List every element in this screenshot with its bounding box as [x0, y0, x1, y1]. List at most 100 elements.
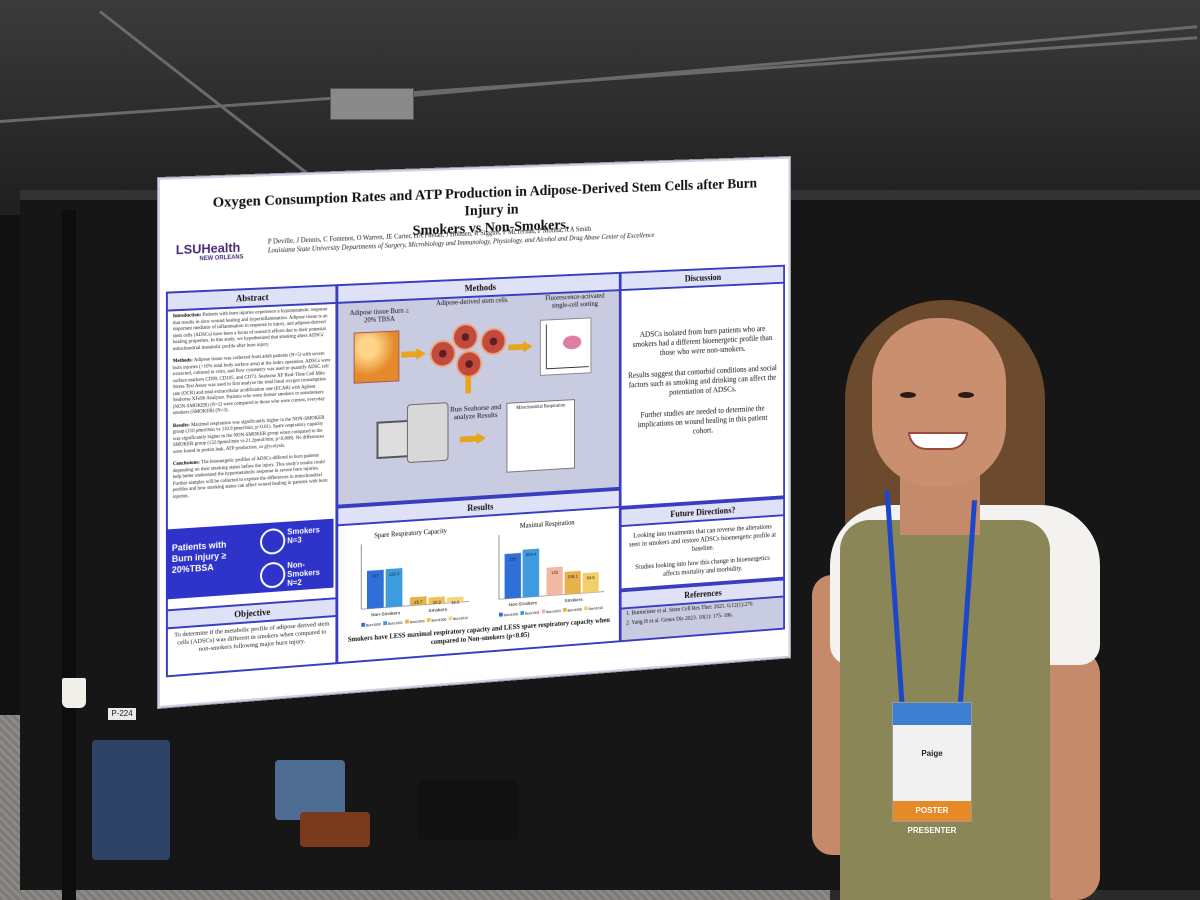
background-person	[418, 780, 518, 840]
presenter-eye	[900, 392, 916, 398]
lsu-health-logo: LSUHealth	[175, 239, 241, 258]
conclusion-label: Conclusions:	[172, 460, 200, 468]
discussion-p3: Further studies are needed to determine …	[637, 403, 768, 436]
spare-capacity-chart: Spare Respiratory Capacity 117 118.3 25.7 20…	[344, 527, 477, 628]
partition-post	[62, 210, 76, 900]
discussion-section: Discussion ADSCs isolated from burn pati…	[619, 264, 785, 508]
stem-cell	[480, 327, 507, 356]
bar-value-label: 117	[372, 573, 379, 578]
bar	[385, 568, 403, 608]
presenter-smile	[908, 432, 968, 450]
bar-value-label: 25.7	[414, 599, 423, 605]
smokers-count: N=3	[287, 535, 302, 546]
methods-label: Methods:	[172, 358, 193, 365]
chart-title: Maximal Respiration	[520, 519, 575, 530]
stem-cell	[455, 349, 483, 379]
results-text: Maximal respiration was significantly hi…	[172, 415, 325, 455]
legend-label: Burn1006	[432, 618, 447, 623]
bar-value-label: 94.5	[587, 575, 595, 580]
legend-swatch	[426, 617, 431, 623]
legend-swatch	[383, 621, 388, 626]
flow-arrow	[459, 435, 477, 443]
discussion-p1: ADSCs isolated from burn patients who ar…	[632, 324, 773, 358]
bar-value-label: 224.4	[526, 552, 537, 558]
legend-swatch	[448, 616, 453, 621]
mito-respiration-chart: Mitochondrial Respiration	[506, 399, 575, 473]
bar-value-label: 20.9	[433, 600, 442, 606]
adipose-tissue-image	[353, 330, 400, 384]
facs-scatter	[541, 318, 591, 374]
flow-arrow	[465, 375, 471, 394]
legend-label: Burn1003	[410, 619, 425, 624]
badge-header	[893, 703, 971, 725]
legend-swatch	[520, 610, 525, 616]
flow-arrow-head	[416, 347, 426, 360]
legend-swatch	[499, 612, 503, 617]
flow-arrow	[508, 343, 524, 351]
x-tick-label: Smokers	[565, 597, 584, 604]
spacer	[622, 284, 784, 320]
legend-label: Burn1010	[453, 616, 468, 621]
legend-label: Burn1000	[504, 612, 519, 617]
non-smokers-count: N=2	[287, 578, 302, 588]
references-section: References 1. Burmeister et al. Stem Cel…	[619, 578, 785, 643]
flow-arrow	[401, 351, 417, 358]
flow-arrow-head	[476, 432, 486, 445]
legend-swatch	[361, 622, 366, 627]
research-poster: Oxygen Consumption Rates and ATP Product…	[158, 156, 791, 708]
abstract-methods: Methods: Adipose tissue was collected fr…	[168, 348, 336, 421]
results-section: Results Spare Respiratory Capacity 117 118…	[336, 488, 621, 665]
smoking-icon	[260, 527, 286, 556]
methods-text: Adipose tissue was collected from adult …	[172, 351, 331, 417]
legend-swatch	[562, 607, 567, 612]
lsu-logo-subtitle: NEW ORLEANS	[199, 254, 244, 263]
legend-label: Burn1003	[546, 609, 560, 614]
legend-label: Burn1000	[366, 622, 381, 627]
no-smoking-icon	[260, 561, 286, 589]
paper-cup	[62, 678, 86, 708]
patients-label: Patients with Burn injury ≥ 20%TBSA	[171, 539, 227, 576]
bar-value-label: 106.1	[568, 574, 579, 580]
stem-cell	[429, 339, 456, 369]
future-directions-section: Future Directions? Looking into treatmen…	[619, 497, 785, 591]
name-badge: Paige POSTER PRESENTER	[892, 702, 972, 835]
facs-label: Fluorescence-activated single-cell sorti…	[545, 291, 605, 310]
bar-value-label: 16.9	[451, 600, 460, 606]
background-person	[275, 760, 345, 820]
presenter-face	[872, 318, 1006, 486]
objective-section: Objective To determine if the metabolic …	[165, 597, 338, 678]
future-p1: Looking into treatments that can reverse…	[629, 522, 776, 553]
legend-swatch	[584, 606, 588, 611]
legend-label: Burn1001	[388, 621, 403, 626]
bar	[366, 569, 384, 609]
future-p2: Studies looking into how this change in …	[635, 553, 770, 578]
legend-label: Burn1001	[525, 611, 539, 616]
x-tick-label: Smokers	[428, 607, 447, 614]
non-smokers-label: Non-Smokers N=2	[287, 558, 333, 588]
bar-value-label: 210	[509, 556, 516, 561]
discussion-p2: Results suggest that comorbid conditions…	[628, 363, 777, 397]
abstract-conclusion: Conclusions: The bioenergetic profiles o…	[168, 450, 336, 505]
methods-section: Methods Adipose tissue Burn ≥ 20% TBSA A…	[336, 271, 621, 507]
mito-chart-title: Mitochondrial Respiration	[516, 403, 566, 412]
legend-label: Burn1010	[589, 606, 603, 611]
legend-swatch	[405, 619, 409, 624]
x-tick-label: Non-Smokers	[509, 600, 538, 608]
legend-swatch	[541, 609, 546, 614]
patient-groups-box: Patients with Burn injury ≥ 20%TBSA Smok…	[165, 518, 334, 600]
chart-title: Spare Respiratory Capacity	[374, 527, 447, 540]
badge-footer: POSTER PRESENTER	[893, 801, 971, 835]
facs-plot-image	[539, 317, 592, 376]
presenter-eye	[958, 392, 974, 398]
ceiling-light	[330, 88, 414, 120]
flow-arrow-head	[523, 340, 533, 353]
booth-tag: P-224	[108, 708, 136, 720]
maximal-respiration-chart: Maximal Respiration 210 224.4 132 106.1 94.5 N…	[482, 519, 611, 617]
legend-label: Burn1006	[568, 608, 582, 613]
background-person	[300, 812, 370, 847]
background-person	[92, 740, 170, 860]
bar-value-label: 132	[551, 570, 558, 575]
x-tick-label: Non-Smokers	[371, 610, 401, 618]
results-label: Results:	[172, 422, 190, 429]
adipose-label: Adipose tissue Burn ≥ 20% TBSA	[349, 306, 410, 325]
